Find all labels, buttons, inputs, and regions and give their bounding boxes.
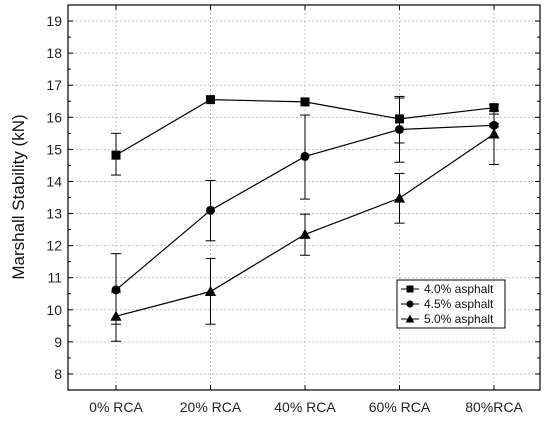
y-ticks: 8 9 10 11 12 13 14 15 16 17 18 19 — [46, 4, 540, 391]
data-point — [206, 95, 215, 105]
plot-frame — [67, 4, 541, 391]
x-tick-label: 0% RCA — [89, 399, 143, 415]
data-point — [111, 285, 121, 295]
data-point — [299, 228, 311, 239]
data-point — [489, 120, 499, 130]
x-tick-label: 40% RCA — [274, 399, 336, 415]
legend-marker — [406, 285, 414, 293]
plot-border — [67, 4, 541, 391]
data-point — [393, 192, 406, 203]
y-tick-label: 15 — [46, 141, 62, 157]
y-axis-label: Marshall Stability (kN) — [9, 114, 28, 279]
y-tick-label: 8 — [54, 366, 62, 382]
y-tick-label: 12 — [46, 238, 62, 254]
x-tick-label: 60% RCA — [369, 399, 431, 415]
y-tick-label: 13 — [46, 206, 62, 222]
x-tick-label: 80%RCA — [465, 399, 523, 415]
data-point — [204, 285, 217, 297]
y-tick-label: 16 — [46, 109, 62, 125]
data-point — [111, 150, 121, 160]
legend-label: 4.5% asphalt — [424, 297, 494, 311]
data-point — [489, 103, 499, 113]
legend-label: 5.0% asphalt — [424, 312, 494, 326]
y-tick-label: 10 — [46, 302, 62, 318]
legend-marker — [405, 314, 415, 323]
y-tick-label: 9 — [54, 334, 62, 350]
x-ticks: 0% RCA 20% RCA 40% RCA 60% RCA 80%RCA — [89, 5, 523, 415]
legend-label: 4.0% asphalt — [424, 282, 494, 296]
grid — [68, 5, 540, 390]
data-point — [395, 124, 404, 134]
data-point — [395, 114, 404, 124]
data-point — [110, 310, 122, 321]
y-tick-label: 11 — [47, 270, 62, 286]
data-point — [488, 128, 500, 139]
y-tick-label: 18 — [46, 45, 62, 61]
data-point — [206, 205, 215, 215]
y-tick-label: 17 — [46, 77, 62, 93]
data-point — [300, 97, 310, 107]
y-tick-label: 14 — [46, 173, 62, 189]
y-tick-label: 19 — [46, 13, 62, 29]
legend-marker — [406, 300, 414, 308]
series-markers — [110, 95, 500, 321]
x-tick-label: 20% RCA — [180, 399, 242, 415]
data-point — [300, 151, 310, 161]
